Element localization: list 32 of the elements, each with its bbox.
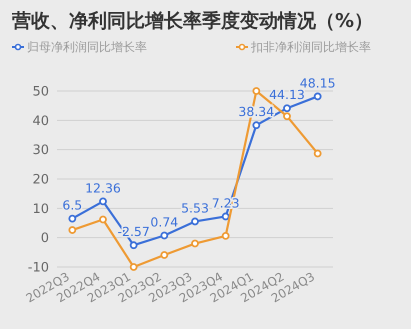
point xyxy=(130,241,138,250)
point xyxy=(99,198,107,206)
data-label: 12.36 xyxy=(85,180,121,196)
chart-title: 营收、净利同比增长率季度变动情况（%） xyxy=(11,10,374,32)
point xyxy=(252,87,260,95)
point xyxy=(314,150,322,158)
point xyxy=(191,218,199,226)
legend-label: 归母净利润同比增长率 xyxy=(27,40,147,54)
point xyxy=(68,214,76,222)
y-tick-label: 30 xyxy=(32,143,49,158)
y-tick-label: 50 xyxy=(32,84,49,100)
y-tick-label: 0 xyxy=(40,231,49,246)
point xyxy=(314,92,322,100)
point xyxy=(99,216,107,224)
y-tick-label: 20 xyxy=(32,172,49,188)
data-label: 0.74 xyxy=(150,214,178,230)
legend-label: 扣非净利润同比增长率 xyxy=(250,40,371,54)
point xyxy=(130,263,138,271)
point xyxy=(160,251,168,259)
point xyxy=(222,212,230,220)
point xyxy=(283,104,291,112)
data-label: 6.5 xyxy=(62,198,82,213)
y-tick-label: 40 xyxy=(32,114,49,129)
data-label: 5.53 xyxy=(181,200,209,216)
point xyxy=(191,240,199,248)
point xyxy=(68,226,76,234)
point xyxy=(283,112,291,120)
point xyxy=(222,232,230,240)
y-tick-label: 10 xyxy=(32,202,49,217)
y-tick-label: -10 xyxy=(28,260,49,276)
point xyxy=(160,232,168,240)
point xyxy=(252,121,260,130)
